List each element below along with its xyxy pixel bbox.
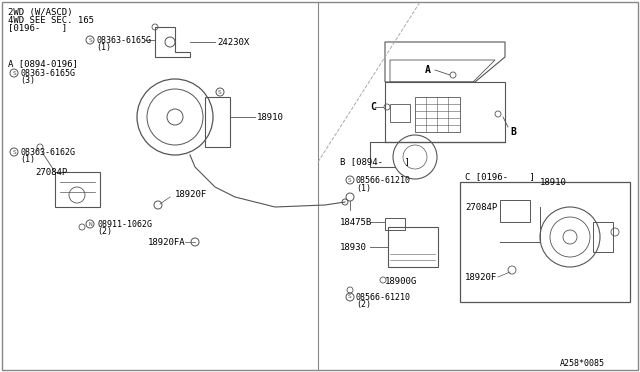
- Circle shape: [380, 277, 386, 283]
- Text: 24230X: 24230X: [217, 38, 249, 46]
- Text: 08566-61210: 08566-61210: [356, 176, 411, 185]
- Text: 18930: 18930: [340, 243, 367, 251]
- Text: 18910: 18910: [540, 177, 567, 186]
- Text: 18900G: 18900G: [385, 278, 417, 286]
- Bar: [460, 182, 630, 302]
- Bar: [500, 200, 530, 222]
- Text: B: B: [510, 127, 516, 137]
- Text: S: S: [348, 295, 352, 299]
- Text: 18920F: 18920F: [465, 273, 497, 282]
- Text: A258*0085: A258*0085: [560, 359, 605, 369]
- Circle shape: [79, 224, 85, 230]
- Text: 4WD SEE SEC. 165: 4WD SEE SEC. 165: [8, 16, 94, 25]
- Bar: [385, 218, 405, 230]
- Circle shape: [37, 144, 43, 150]
- Text: 27084P: 27084P: [35, 167, 67, 176]
- Text: (2): (2): [97, 227, 112, 235]
- Text: 08911-1062G: 08911-1062G: [97, 219, 152, 228]
- Text: 18475B: 18475B: [340, 218, 372, 227]
- Text: S: S: [12, 150, 16, 154]
- Text: S: S: [218, 90, 222, 94]
- Text: 08363-6165G: 08363-6165G: [20, 68, 75, 77]
- Bar: [415, 97, 460, 132]
- Text: 08566-61210: 08566-61210: [356, 292, 411, 301]
- Text: C: C: [370, 102, 376, 112]
- Text: 08363-6162G: 08363-6162G: [20, 148, 75, 157]
- Text: [0196-    ]: [0196- ]: [8, 23, 67, 32]
- Text: (1): (1): [356, 183, 371, 192]
- Circle shape: [342, 199, 348, 205]
- Text: 08363-6165G: 08363-6165G: [96, 35, 151, 45]
- Bar: [388, 227, 438, 267]
- Text: 2WD (W/ASCD): 2WD (W/ASCD): [8, 7, 72, 16]
- Bar: [390, 104, 410, 122]
- Text: S: S: [348, 177, 352, 183]
- Text: 27084P: 27084P: [465, 202, 497, 212]
- Text: A [0894-0196]: A [0894-0196]: [8, 60, 78, 68]
- Text: (3): (3): [20, 76, 35, 84]
- Text: (1): (1): [96, 42, 111, 51]
- Text: 18910: 18910: [257, 112, 284, 122]
- Text: 18920F: 18920F: [175, 189, 207, 199]
- Text: (1): (1): [20, 154, 35, 164]
- Text: A: A: [425, 65, 431, 75]
- Bar: [593, 222, 613, 252]
- Text: S: S: [88, 38, 92, 42]
- Text: 18920FA: 18920FA: [148, 237, 186, 247]
- Text: B [0894-    ]: B [0894- ]: [340, 157, 410, 167]
- Bar: [55, 172, 100, 207]
- Text: (2): (2): [356, 301, 371, 310]
- Text: S: S: [12, 71, 16, 76]
- Text: C [0196-    ]: C [0196- ]: [465, 173, 535, 182]
- Text: N: N: [88, 221, 92, 227]
